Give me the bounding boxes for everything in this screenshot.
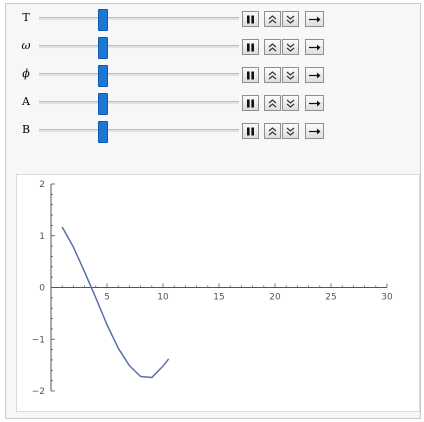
control-row: ϕ — [6, 63, 422, 87]
y-tick-label: −2 — [32, 387, 45, 397]
x-tick-label: 5 — [104, 293, 110, 303]
control-row: ω — [6, 35, 422, 59]
slider-thumb[interactable] — [98, 9, 108, 31]
pause-button[interactable] — [242, 123, 259, 139]
x-tick-label: 30 — [381, 293, 393, 303]
slower-icon — [285, 126, 296, 137]
slider-track[interactable] — [39, 17, 239, 21]
pause-button[interactable] — [242, 39, 259, 55]
slider-thumb[interactable] — [98, 121, 108, 143]
direction-button[interactable] — [305, 39, 324, 55]
pause-icon — [246, 99, 255, 108]
direction-button[interactable] — [305, 67, 324, 83]
faster-icon — [267, 70, 278, 81]
pause-button[interactable] — [242, 67, 259, 83]
y-tick-label: 2 — [39, 180, 45, 190]
slower-button[interactable] — [282, 123, 299, 139]
slower-button[interactable] — [282, 67, 299, 83]
slower-button[interactable] — [282, 39, 299, 55]
slower-icon — [285, 70, 296, 81]
y-tick-label: 0 — [39, 284, 45, 294]
series-line — [62, 227, 168, 378]
slower-button[interactable] — [282, 95, 299, 111]
pause-icon — [246, 15, 255, 24]
faster-button[interactable] — [264, 67, 281, 83]
slower-icon — [285, 98, 296, 109]
slower-button[interactable] — [282, 11, 299, 27]
plot-area: 5 10 15 20 25 30 2 1 0 −1 −2 — [16, 174, 420, 412]
slider-thumb[interactable] — [98, 37, 108, 59]
slower-icon — [285, 14, 296, 25]
slider-track[interactable] — [39, 101, 239, 105]
direction-button[interactable] — [305, 95, 324, 111]
pause-button[interactable] — [242, 95, 259, 111]
slider-thumb[interactable] — [98, 65, 108, 87]
faster-button[interactable] — [264, 11, 281, 27]
slider-track[interactable] — [39, 73, 239, 77]
direction-button[interactable] — [305, 123, 324, 139]
x-tick-label: 15 — [213, 293, 224, 303]
slider-track[interactable] — [39, 129, 239, 133]
control-row: T — [6, 7, 422, 31]
faster-icon — [267, 126, 278, 137]
y-tick-label: −1 — [32, 335, 45, 345]
x-tick-label: 20 — [269, 293, 281, 303]
direction-icon — [308, 71, 321, 80]
slider-track[interactable] — [39, 45, 239, 49]
direction-button[interactable] — [305, 11, 324, 27]
x-tick-label: 25 — [325, 293, 336, 303]
control-row: A — [6, 91, 422, 115]
slider-thumb[interactable] — [98, 93, 108, 115]
faster-button[interactable] — [264, 95, 281, 111]
control-row: B — [6, 119, 422, 143]
faster-button[interactable] — [264, 39, 281, 55]
y-tick-label: 1 — [39, 232, 45, 242]
pause-icon — [246, 127, 255, 136]
direction-icon — [308, 43, 321, 52]
pause-icon — [246, 71, 255, 80]
direction-icon — [308, 99, 321, 108]
slower-icon — [285, 42, 296, 53]
x-tick-label: 10 — [157, 293, 169, 303]
direction-icon — [308, 127, 321, 136]
faster-icon — [267, 14, 278, 25]
faster-icon — [267, 98, 278, 109]
pause-button[interactable] — [242, 11, 259, 27]
faster-icon — [267, 42, 278, 53]
direction-icon — [308, 15, 321, 24]
faster-button[interactable] — [264, 123, 281, 139]
pause-icon — [246, 43, 255, 52]
